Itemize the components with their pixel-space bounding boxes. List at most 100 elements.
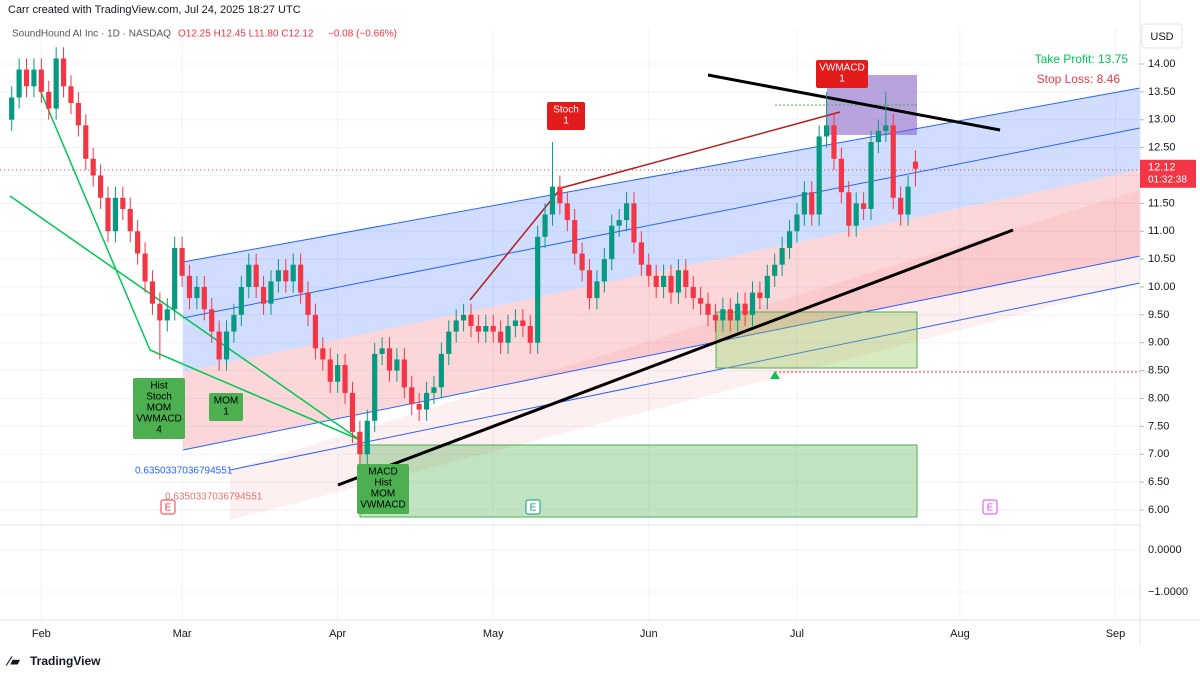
- candle-body: [357, 431, 363, 455]
- signal-line: [39, 89, 151, 351]
- signal-line: [469, 187, 562, 301]
- candle-body: [698, 298, 704, 304]
- x-tick-label: Aug: [950, 628, 970, 640]
- candle-body: [201, 286, 207, 310]
- candle-body: [290, 264, 296, 282]
- candle-body: [831, 125, 837, 159]
- candle-body: [675, 270, 682, 293]
- signal-text: VWMACD: [136, 414, 182, 425]
- candle-body: [890, 125, 896, 198]
- x-tick-label: Jun: [640, 628, 658, 640]
- candle-body: [98, 175, 104, 198]
- signal-text: Hist: [150, 381, 167, 392]
- candle-body: [46, 91, 52, 109]
- earnings-text: E: [530, 503, 537, 514]
- candle-body: [260, 286, 267, 304]
- candle-body: [9, 97, 15, 120]
- candle-body: [912, 161, 919, 169]
- candle-body: [246, 264, 252, 287]
- candle-body: [809, 192, 815, 215]
- y-tick-label: 8.50: [1148, 365, 1169, 377]
- signal-flag: [357, 464, 409, 514]
- signal-flag: [133, 378, 185, 439]
- earnings-marker: [160, 499, 176, 515]
- candle-body: [401, 359, 407, 388]
- candle-body: [238, 286, 244, 315]
- candle-body: [423, 392, 430, 410]
- x-tick-label: Feb: [32, 628, 51, 640]
- candle-body: [816, 136, 822, 215]
- currency-box[interactable]: [1141, 23, 1183, 49]
- stop-loss: Stop Loss: 8.46: [1037, 72, 1121, 86]
- candle-body: [68, 86, 74, 104]
- candle-body: [542, 214, 548, 237]
- signal-line: [560, 111, 841, 189]
- candle-body: [712, 314, 719, 321]
- candle-body: [705, 303, 711, 315]
- candle-body: [498, 331, 504, 343]
- candle-body: [416, 404, 422, 410]
- candle-body: [586, 270, 593, 299]
- candle-body: [483, 326, 489, 332]
- currency: USD: [1150, 31, 1173, 43]
- channel-line: [182, 127, 1141, 319]
- candle-body: [268, 281, 274, 304]
- y-tick-label: 9.50: [1148, 309, 1169, 321]
- candle-body: [794, 214, 800, 232]
- candle-body: [868, 142, 874, 209]
- signal-flag: [209, 393, 243, 421]
- candle-body: [764, 275, 770, 299]
- candle-body: [75, 103, 81, 126]
- candle-body: [60, 58, 67, 87]
- candle-body: [172, 247, 178, 310]
- candle-body: [149, 281, 156, 304]
- candle-body: [609, 225, 615, 260]
- logo: ⁄▰: [5, 653, 20, 668]
- candle-body: [779, 247, 785, 265]
- signal-text: VWMACD: [819, 63, 865, 74]
- candle-body: [372, 353, 378, 421]
- x-tick-label: May: [483, 628, 504, 640]
- signal-text: MOM: [371, 489, 395, 500]
- y-tick-label: 13.50: [1148, 86, 1176, 98]
- trend-line: [707, 73, 1001, 132]
- signal-text: 1: [223, 407, 229, 418]
- candle-body: [438, 353, 444, 388]
- candle-body: [631, 203, 637, 243]
- signal-flag: [547, 102, 585, 130]
- candle-body: [231, 314, 237, 332]
- candle-body: [601, 259, 607, 282]
- candle-body: [527, 326, 533, 343]
- candle-body: [772, 264, 778, 276]
- signal-line: [9, 195, 361, 441]
- signal-flag: [816, 60, 868, 88]
- earnings-text: E: [165, 503, 172, 514]
- target-box: [715, 311, 918, 369]
- candle-body: [83, 125, 89, 159]
- channel-line: [182, 255, 1141, 451]
- candle-body: [342, 365, 348, 393]
- y-tick-label: 8.00: [1148, 392, 1169, 404]
- candle-body: [898, 197, 904, 215]
- candle-body: [683, 270, 689, 287]
- candle-body: [349, 392, 356, 432]
- candle-body: [105, 197, 111, 232]
- candle-body: [786, 231, 793, 248]
- candle-body: [823, 125, 830, 137]
- candle-body: [327, 359, 333, 382]
- take-profit: Take Profit: 13.75: [1035, 52, 1129, 66]
- candle-body: [305, 292, 311, 315]
- brand: TradingView: [30, 654, 101, 668]
- candle-body: [312, 314, 319, 349]
- candle-body: [475, 326, 481, 332]
- y-tick-label: 14.00: [1148, 58, 1176, 70]
- candle-body: [364, 420, 370, 455]
- x-tick-label: Apr: [329, 628, 346, 640]
- candle-body: [253, 264, 259, 287]
- y-tick-label: 10.50: [1148, 253, 1176, 265]
- candle-body: [838, 158, 844, 193]
- candle-body: [453, 320, 459, 332]
- candle-body: [283, 270, 289, 282]
- candle-body: [194, 286, 200, 299]
- candle-body: [653, 275, 659, 287]
